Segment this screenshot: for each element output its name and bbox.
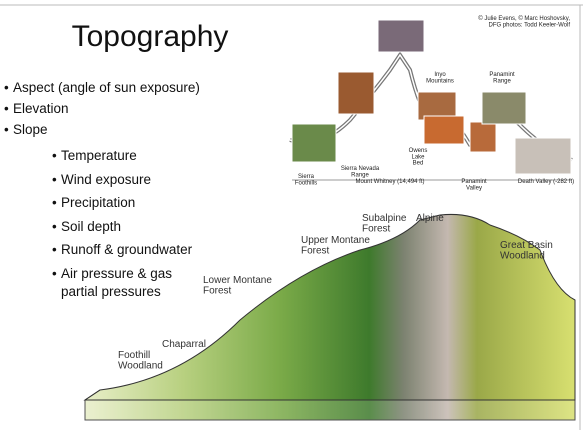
bullet: Elevation [4, 98, 200, 119]
profile-figure: © Julie Evens, © Marc Hoshovsky,DFG phot… [287, 8, 575, 191]
label-line: Upper Montane [301, 235, 370, 246]
label-line: © Julie Evens, © Marc Hoshovsky, [478, 15, 570, 22]
photo [378, 20, 424, 52]
figure-label: Death Valley (-282 ft) [518, 179, 574, 185]
credit: © Julie Evens, © Marc Hoshovsky,DFG phot… [478, 15, 570, 28]
label-line: Panamint [489, 72, 515, 78]
zone-label: Alpine [416, 213, 444, 224]
photo [292, 124, 336, 162]
bullet: Wind exposure [52, 168, 192, 192]
label-line: DFG photos: Todd Keeler-Wolf [489, 22, 571, 28]
photo [338, 72, 374, 114]
label-line: Forest [203, 286, 232, 297]
bullet: Temperature [52, 144, 192, 168]
label-line: Valley [466, 185, 482, 191]
label-line: Foothills [295, 180, 317, 186]
label-line: Subalpine [362, 213, 407, 224]
mountain-base [85, 400, 575, 420]
label-line: Woodland [118, 361, 163, 372]
bullet-list: Aspect (angle of sun exposure)ElevationS… [4, 77, 200, 140]
slide-title: Topography [50, 20, 250, 54]
label-line: Mountains [426, 78, 454, 84]
label-line: Panamint [461, 179, 487, 185]
bullet: Aspect (angle of sun exposure) [4, 77, 200, 98]
bullet-line: Air pressure & gas [61, 265, 192, 283]
zone-label: Chaparral [162, 339, 206, 350]
bullet-line: partial pressures [61, 283, 192, 301]
slide: © Julie Evens, © Marc Hoshovsky,DFG phot… [0, 0, 583, 435]
bullet: Runoff & groundwater [52, 238, 192, 262]
label-line: Forest [301, 246, 330, 257]
label-line: Sierra Nevada [341, 166, 380, 172]
label-line: Range [351, 172, 369, 178]
photo [424, 116, 464, 144]
label-line: Inyo [434, 72, 446, 78]
photo [470, 122, 496, 152]
label-line: Bed [413, 161, 424, 167]
label-line: Great Basin [500, 240, 553, 251]
label-line: Forest [362, 224, 391, 235]
figure-label: Mount Whitney (14,494 ft) [355, 179, 424, 185]
bullet: Slope [4, 119, 200, 140]
label-line: Sierra [298, 174, 315, 180]
label-line: Owens [409, 148, 428, 154]
sub-bullet-list: TemperatureWind exposurePrecipitationSoi… [52, 144, 192, 301]
label-line: Foothill [118, 350, 150, 361]
label-line: Lake [411, 154, 425, 160]
bullet: Soil depth [52, 215, 192, 239]
bullet: Precipitation [52, 191, 192, 215]
label-line: Lower Montane [203, 275, 272, 286]
photo [482, 92, 526, 124]
photo [515, 138, 571, 174]
label-line: Range [493, 78, 511, 84]
label-line: Woodland [500, 251, 545, 262]
